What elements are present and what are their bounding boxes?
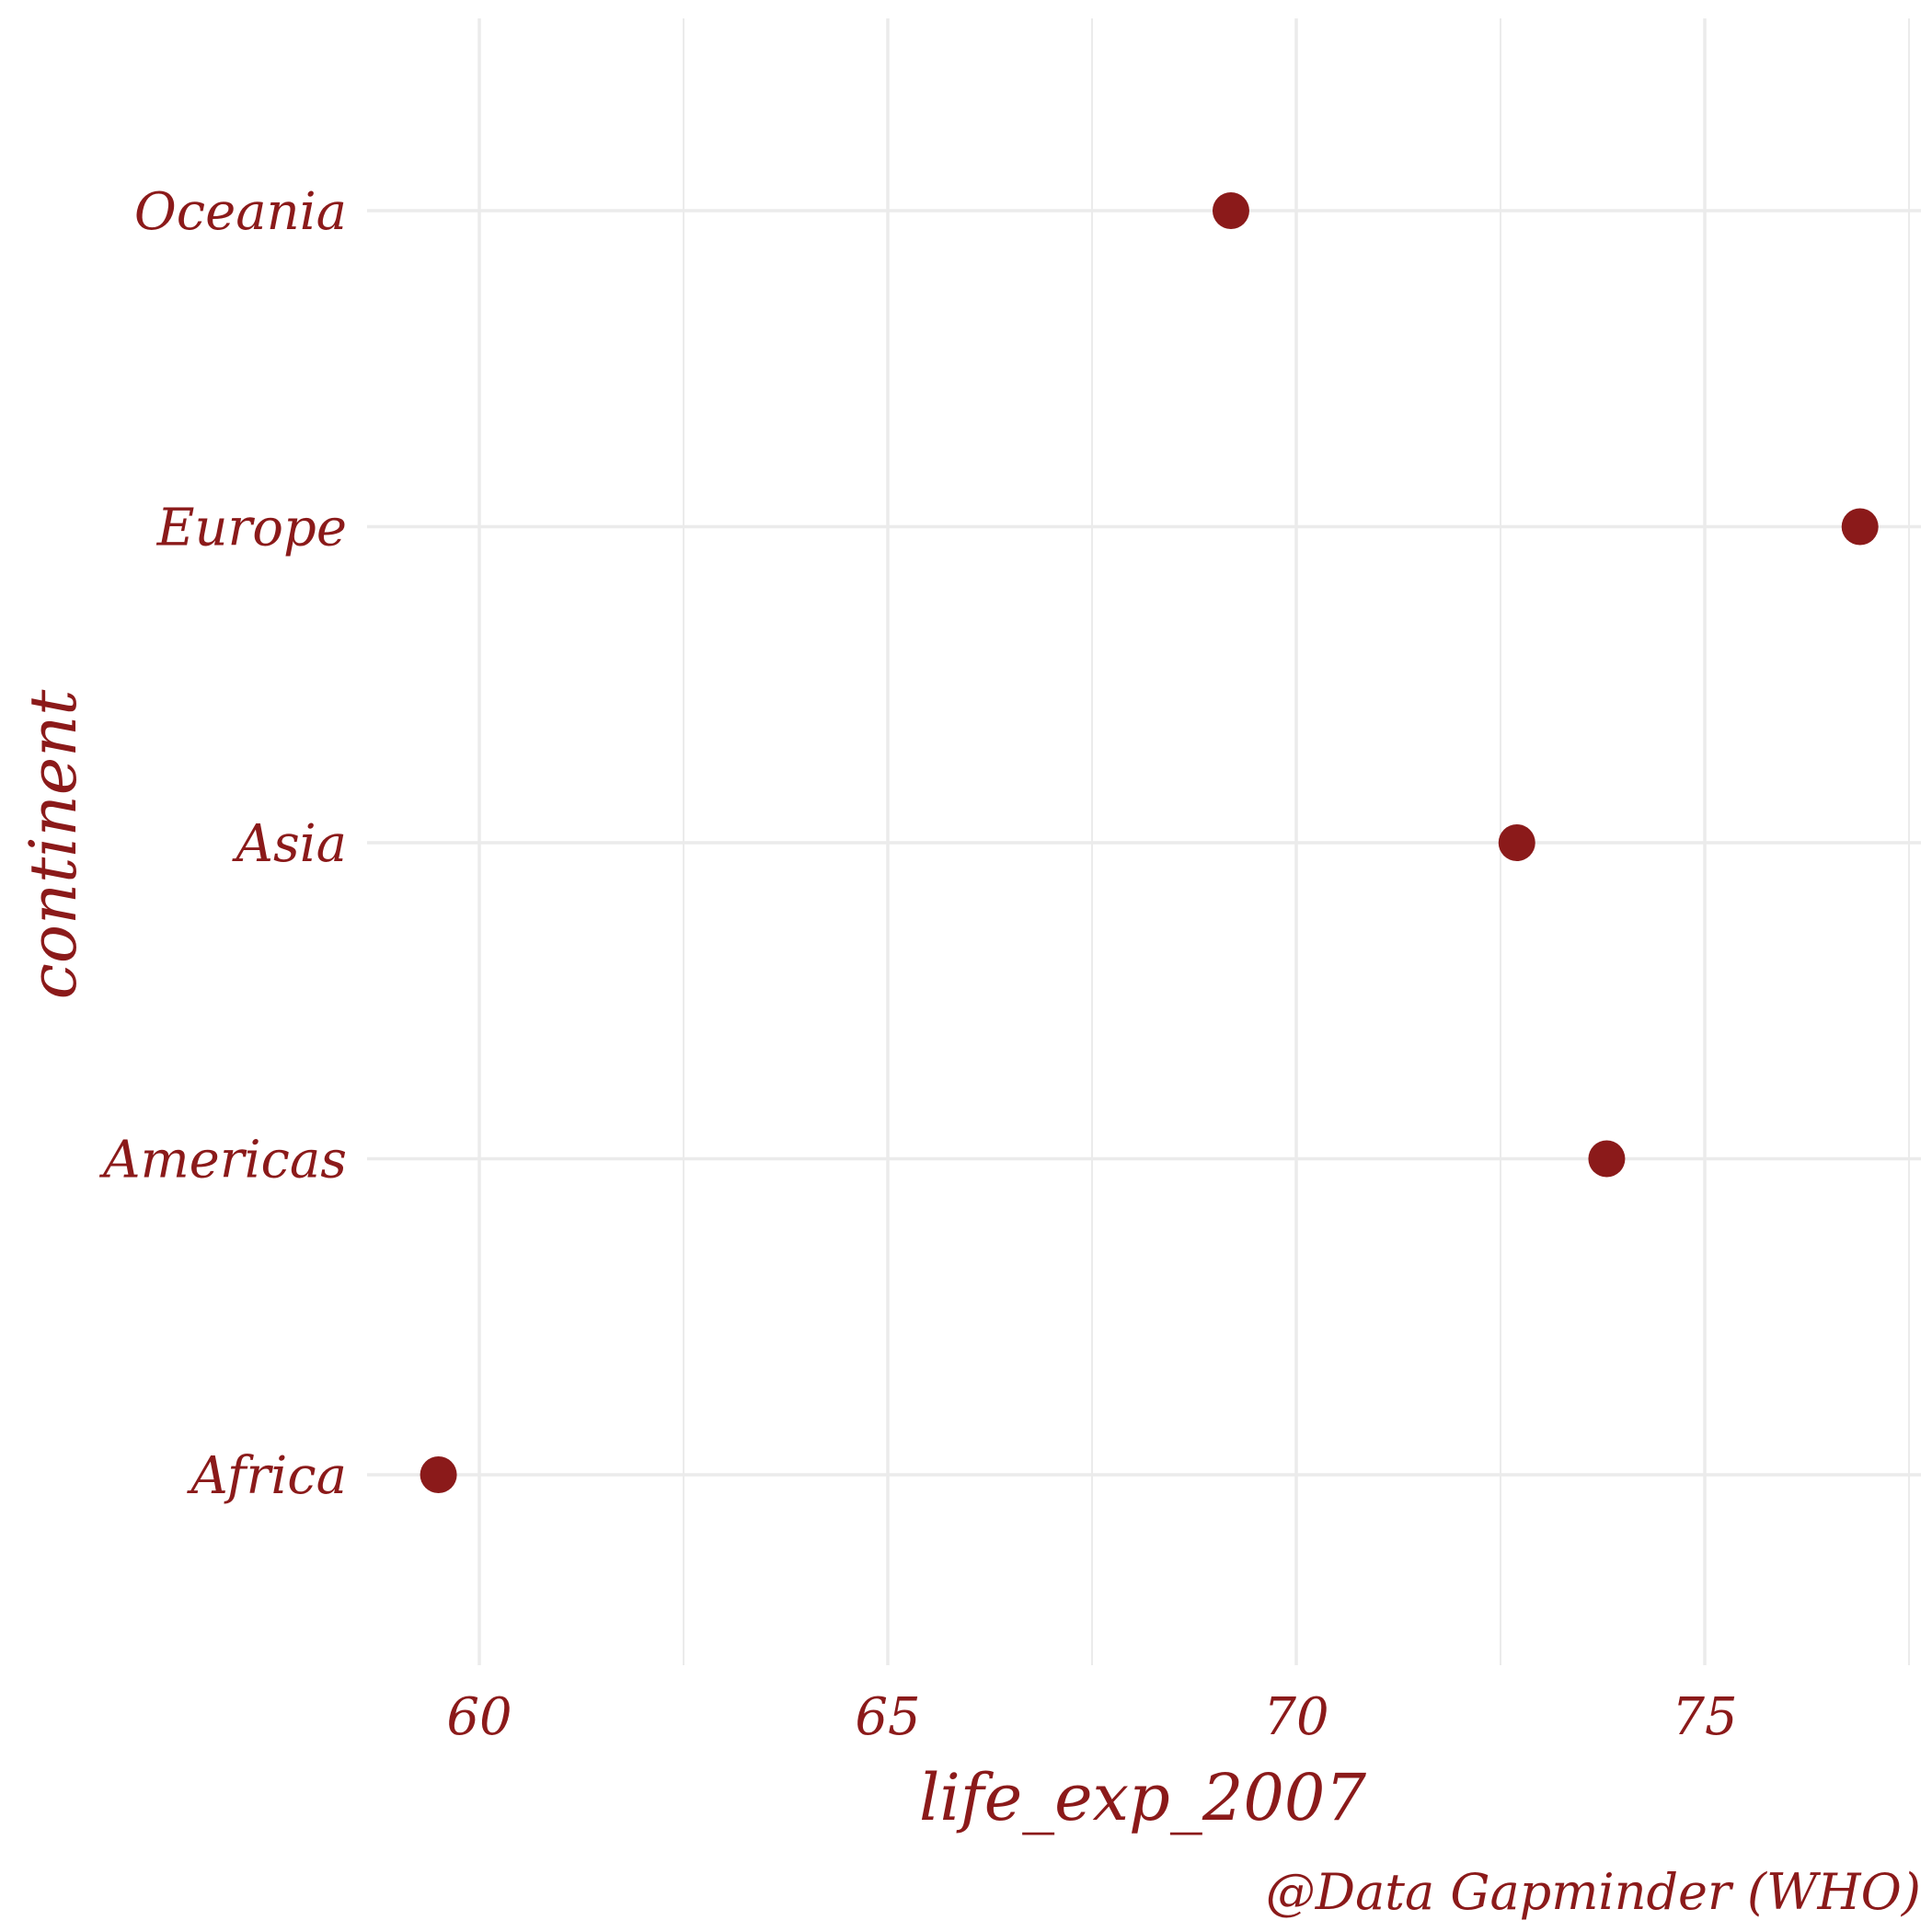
data-point — [1588, 1140, 1626, 1178]
y-tick-label: Africa — [186, 1446, 347, 1506]
x-tick-label: 60 — [446, 1687, 512, 1747]
data-point — [1212, 192, 1249, 229]
x-tick-labels: 60 65 70 75 — [446, 1687, 1737, 1747]
y-tick-labels: Africa Americas Asia Europe Oceania — [98, 182, 347, 1506]
y-tick-label: Europe — [156, 499, 347, 558]
data-point — [420, 1456, 457, 1493]
x-tick-label: 75 — [1672, 1687, 1737, 1747]
x-axis-title: life_exp_2007 — [919, 1760, 1366, 1835]
data-point — [1498, 824, 1535, 861]
caption: @Data Gapminder (WHO) — [1266, 1863, 1921, 1921]
y-tick-label: Asia — [232, 814, 347, 874]
x-tick-label: 65 — [855, 1687, 920, 1747]
y-tick-label: Americas — [98, 1131, 347, 1190]
grid-layer — [367, 18, 1921, 1665]
x-tick-label: 70 — [1263, 1687, 1328, 1747]
data-points — [420, 192, 1879, 1493]
data-point — [1841, 508, 1879, 546]
y-axis-title: continent — [16, 689, 91, 1000]
y-tick-label: Oceania — [134, 182, 347, 242]
